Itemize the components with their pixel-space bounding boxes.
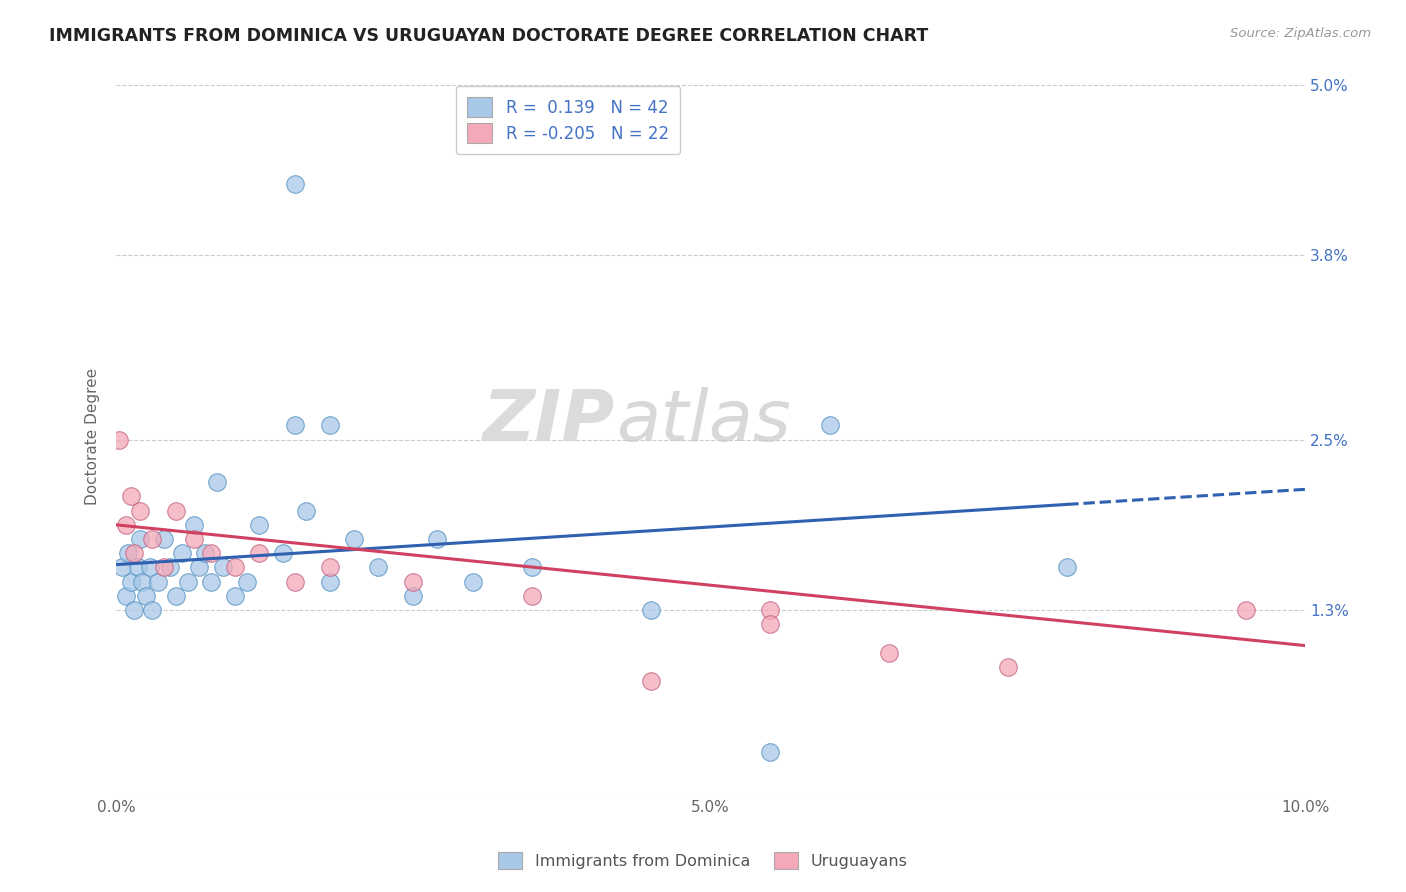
Point: [129, 532, 152, 546]
Point: [402, 589, 425, 603]
Text: IMMIGRANTS FROM DOMINICA VS URUGUAYAN DOCTORATE DEGREE CORRELATION CHART: IMMIGRANTS FROM DOMINICA VS URUGUAYAN DO…: [49, 27, 928, 45]
Point: [759, 745, 782, 759]
Y-axis label: Doctorate Degree: Doctorate Degree: [86, 368, 100, 505]
Point: [141, 532, 163, 546]
Point: [319, 574, 342, 589]
Point: [114, 517, 136, 532]
Point: [640, 674, 662, 689]
Legend: R =  0.139   N = 42, R = -0.205   N = 22: R = 0.139 N = 42, R = -0.205 N = 22: [456, 86, 681, 154]
Point: [176, 574, 198, 589]
Point: [224, 589, 246, 603]
Text: ZIP: ZIP: [484, 387, 616, 456]
Point: [188, 560, 211, 574]
Point: [183, 532, 205, 546]
Point: [319, 418, 342, 433]
Point: [284, 177, 307, 191]
Legend: Immigrants from Dominica, Uruguayans: Immigrants from Dominica, Uruguayans: [492, 846, 914, 875]
Point: [207, 475, 229, 490]
Point: [522, 560, 544, 574]
Point: [426, 532, 449, 546]
Point: [224, 560, 246, 574]
Point: [122, 603, 145, 617]
Point: [183, 517, 205, 532]
Point: [522, 589, 544, 603]
Point: [759, 603, 782, 617]
Point: [170, 546, 193, 560]
Point: [114, 589, 136, 603]
Point: [153, 560, 176, 574]
Point: [997, 660, 1019, 674]
Point: [131, 574, 153, 589]
Point: [120, 574, 142, 589]
Point: [1234, 603, 1257, 617]
Point: [877, 646, 900, 660]
Point: [759, 617, 782, 632]
Point: [120, 490, 142, 504]
Point: [284, 574, 307, 589]
Point: [284, 418, 307, 433]
Point: [111, 560, 134, 574]
Point: [247, 546, 270, 560]
Point: [129, 503, 152, 517]
Point: [165, 589, 187, 603]
Point: [194, 546, 217, 560]
Point: [343, 532, 366, 546]
Point: [107, 433, 129, 447]
Point: [319, 560, 342, 574]
Point: [138, 560, 160, 574]
Point: [135, 589, 157, 603]
Text: atlas: atlas: [616, 387, 790, 456]
Point: [236, 574, 259, 589]
Point: [153, 532, 176, 546]
Point: [165, 503, 187, 517]
Point: [461, 574, 484, 589]
Point: [402, 574, 425, 589]
Point: [1056, 560, 1078, 574]
Point: [200, 546, 222, 560]
Point: [818, 418, 841, 433]
Point: [295, 503, 318, 517]
Point: [640, 603, 662, 617]
Point: [122, 546, 145, 560]
Point: [127, 560, 149, 574]
Point: [247, 517, 270, 532]
Point: [117, 546, 139, 560]
Text: Source: ZipAtlas.com: Source: ZipAtlas.com: [1230, 27, 1371, 40]
Point: [367, 560, 389, 574]
Point: [200, 574, 222, 589]
Point: [146, 574, 169, 589]
Point: [271, 546, 294, 560]
Point: [212, 560, 235, 574]
Point: [159, 560, 181, 574]
Point: [141, 603, 163, 617]
